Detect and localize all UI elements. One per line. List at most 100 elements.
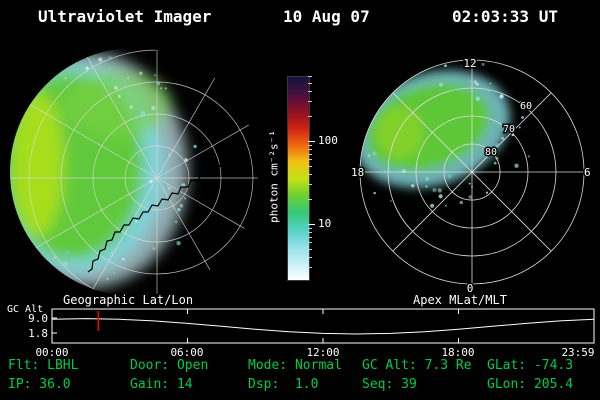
dayglow-speckle-layer bbox=[53, 55, 197, 281]
speckle-dot bbox=[489, 82, 492, 85]
colorbar-tick-10 bbox=[308, 224, 315, 225]
colorbar-minor-tick bbox=[308, 149, 312, 150]
gc-alt-plot-box bbox=[51, 308, 595, 344]
speckle-dot bbox=[110, 252, 114, 255]
speckle-dot bbox=[181, 183, 186, 188]
colorbar-minor-tick bbox=[308, 249, 312, 250]
ytick-label-9: 9.0 bbox=[28, 312, 48, 325]
meridian-line bbox=[10, 90, 158, 179]
colorbar-minor-tick bbox=[308, 83, 312, 84]
speckle-dot bbox=[122, 257, 125, 261]
speckle-dot bbox=[106, 277, 109, 281]
meridian-line bbox=[156, 177, 258, 266]
speckle-dot bbox=[114, 86, 118, 90]
dayglow-bright-limb bbox=[12, 92, 64, 236]
mlat-70-label: 70 bbox=[503, 124, 515, 135]
speckle-dot bbox=[65, 250, 70, 255]
status-dsp: Dsp: 1.0 bbox=[248, 377, 319, 392]
speckle-dot bbox=[64, 77, 67, 80]
colorbar-tick-label-100: 100 bbox=[318, 134, 338, 147]
colorbar: 100 10 bbox=[287, 76, 338, 281]
speckle-dot bbox=[473, 80, 477, 84]
speckle-dot bbox=[437, 188, 442, 193]
speckle-dot bbox=[390, 200, 392, 202]
speckle-dot bbox=[425, 176, 430, 181]
mlt-12-label: 12 bbox=[463, 57, 476, 70]
colorbar-minor-tick bbox=[308, 257, 312, 258]
speckle-dot bbox=[521, 116, 524, 119]
speckle-dot bbox=[117, 94, 121, 98]
speckle-dot bbox=[140, 111, 146, 116]
colorbar-minor-tick bbox=[308, 232, 312, 233]
speckle-dot bbox=[183, 197, 187, 200]
speckle-dot bbox=[367, 154, 370, 157]
colorbar-axis-label: photon cm⁻²s⁻¹ bbox=[267, 130, 281, 223]
speckle-dot bbox=[499, 94, 504, 99]
status-gain: Gain: 14 bbox=[130, 377, 193, 392]
dayglow-top-extension bbox=[62, 70, 172, 138]
gc-alt-axis-title: GC Alt bbox=[7, 304, 43, 315]
status-gc-alt: GC Alt: 7.3 Re bbox=[362, 358, 472, 373]
colorbar-minor-tick bbox=[308, 116, 312, 117]
speckle-dot bbox=[373, 191, 376, 195]
colorbar-minor-tick bbox=[308, 184, 312, 186]
speckle-dot bbox=[468, 195, 473, 199]
speckle-dot bbox=[85, 66, 89, 70]
speckle-dot bbox=[176, 241, 181, 246]
gc-alt-strip: GC Alt 9.0 1.8 00:00 06:00 12:00 18:00 2… bbox=[7, 304, 595, 359]
status-mode: Mode: Normal bbox=[248, 358, 342, 373]
mlat-60-label: 60 bbox=[520, 101, 532, 112]
speckle-dot bbox=[193, 144, 197, 149]
status-seq: Seq: 39 bbox=[362, 377, 417, 392]
meridian-line bbox=[156, 177, 245, 296]
colorbar-minor-tick bbox=[308, 242, 312, 244]
colorbar-minor-tick bbox=[308, 101, 312, 103]
colorbar-gradient bbox=[287, 76, 310, 281]
speckle-dot bbox=[388, 169, 392, 172]
colorbar-minor-tick bbox=[308, 236, 312, 238]
time-axis-labels: 00:00 06:00 12:00 18:00 23:59 bbox=[35, 346, 594, 359]
status-flt: Flt: LBHL bbox=[8, 358, 79, 373]
mlt-18-label: 18 bbox=[351, 166, 364, 179]
speckle-dot bbox=[439, 82, 443, 87]
xtick-1800: 18:00 bbox=[441, 346, 474, 359]
speckle-dot bbox=[174, 220, 178, 224]
speckle-dot bbox=[179, 203, 184, 208]
colorbar-minor-tick bbox=[308, 199, 312, 200]
apex-grid bbox=[359, 59, 585, 285]
speckle-dot bbox=[151, 106, 156, 111]
speckle-dot bbox=[485, 191, 488, 194]
speckle-dot bbox=[156, 81, 161, 86]
colorbar-minor-tick bbox=[308, 144, 312, 146]
speckle-dot bbox=[475, 82, 479, 86]
mlt-6-label: 6 bbox=[584, 166, 591, 179]
speckle-dot bbox=[447, 174, 452, 179]
dayglow-image bbox=[10, 52, 188, 288]
mlat-ring-labels: 60 70 80 bbox=[483, 100, 533, 160]
coastline-peninsula bbox=[207, 153, 246, 173]
app-title: Ultraviolet Imager bbox=[38, 7, 212, 26]
status-glon: GLon: 205.4 bbox=[487, 377, 574, 392]
speckle-dot bbox=[481, 62, 485, 66]
speckle-dot bbox=[372, 151, 377, 156]
speckle-dot bbox=[177, 208, 181, 212]
speckle-dot bbox=[459, 200, 464, 205]
colorbar-minor-tick bbox=[308, 153, 312, 155]
obs-date: 10 Aug 07 bbox=[283, 7, 370, 26]
coastline-main bbox=[87, 141, 241, 273]
antarctica-coastline bbox=[87, 141, 246, 273]
colorbar-minor-tick bbox=[308, 267, 312, 269]
speckle-dot bbox=[98, 57, 103, 62]
speckle-dot bbox=[113, 272, 116, 274]
mlt-0-label: 0 bbox=[467, 282, 474, 295]
speckle-dot bbox=[501, 136, 505, 140]
speckle-dot bbox=[527, 155, 530, 158]
speckle-dot bbox=[425, 185, 428, 188]
geo-caption: Geographic Lat/Lon bbox=[63, 293, 194, 307]
speckle-dot bbox=[469, 80, 472, 82]
colorbar-minor-tick bbox=[308, 159, 312, 161]
xtick-0000: 00:00 bbox=[35, 346, 68, 359]
colorbar-tick-100 bbox=[308, 141, 315, 142]
xtick-1200: 12:00 bbox=[306, 346, 339, 359]
